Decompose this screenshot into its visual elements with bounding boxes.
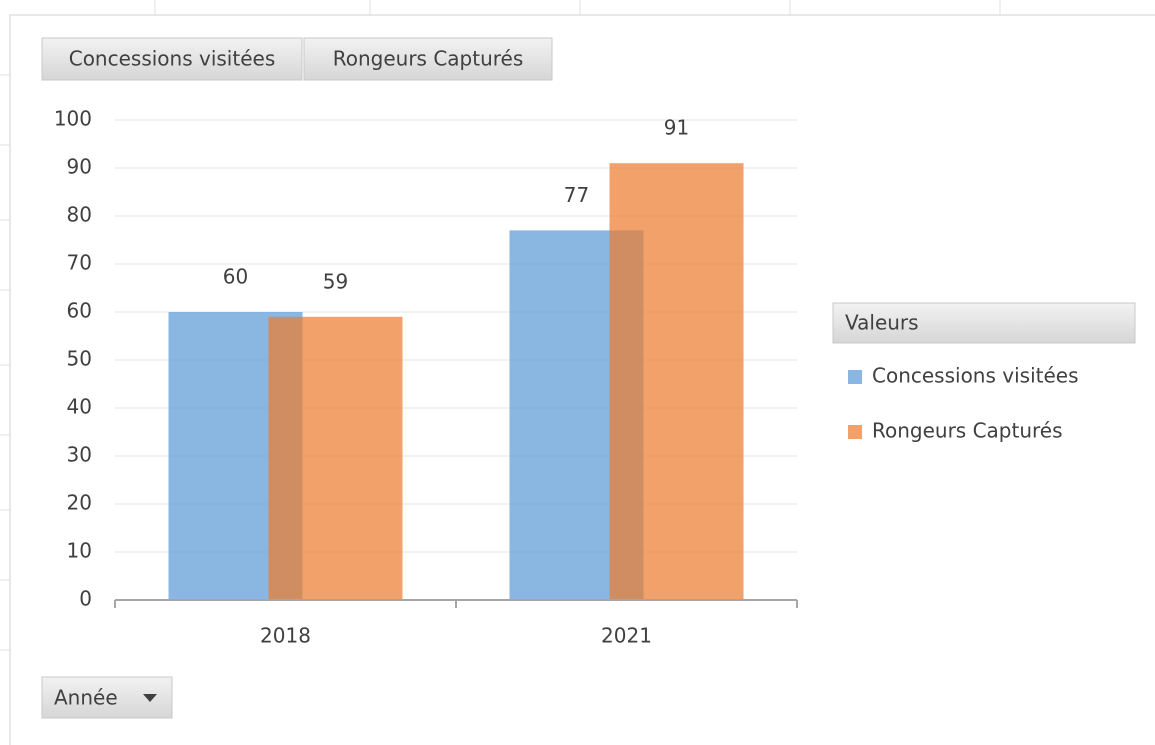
y-tick-label: 20 xyxy=(67,491,92,515)
sheet-grid xyxy=(0,0,1001,651)
y-tick-label: 80 xyxy=(67,203,92,227)
x-tick-label: 2021 xyxy=(601,624,652,648)
data-label: 91 xyxy=(664,116,689,140)
legend-swatch xyxy=(848,425,862,439)
field-button[interactable] xyxy=(41,37,303,81)
legend-title: Valeurs xyxy=(845,311,919,335)
legend-title-box[interactable] xyxy=(832,302,1136,344)
data-label: 77 xyxy=(564,183,589,207)
legend-label: Rongeurs Capturés xyxy=(872,419,1063,443)
y-tick-label: 100 xyxy=(54,107,92,131)
field-buttons[interactable]: Concessions visitées Rongeurs Capturés xyxy=(41,37,553,81)
y-tick-label: 70 xyxy=(67,251,92,275)
data-label: 59 xyxy=(323,269,348,293)
y-tick-label: 50 xyxy=(67,347,92,371)
bar xyxy=(268,316,403,600)
x-tick-label: 2018 xyxy=(260,624,311,648)
y-tick-label: 0 xyxy=(79,587,92,611)
y-tick-label: 30 xyxy=(67,443,92,467)
dropdown-arrow[interactable] xyxy=(143,694,157,702)
legend-label: Concessions visitées xyxy=(872,364,1079,388)
field-button-label: Rongeurs Capturés xyxy=(333,47,524,71)
field-button[interactable] xyxy=(303,37,553,81)
y-tick-label: 40 xyxy=(67,395,92,419)
axis-field-label: Année xyxy=(54,686,118,710)
legend-swatch xyxy=(848,370,862,384)
bar xyxy=(609,163,744,600)
y-tick-label: 60 xyxy=(67,299,92,323)
y-tick-label: 10 xyxy=(67,539,92,563)
y-tick-label: 90 xyxy=(67,155,92,179)
data-label: 60 xyxy=(223,265,248,289)
field-button-label: Concessions visitées xyxy=(69,47,276,71)
